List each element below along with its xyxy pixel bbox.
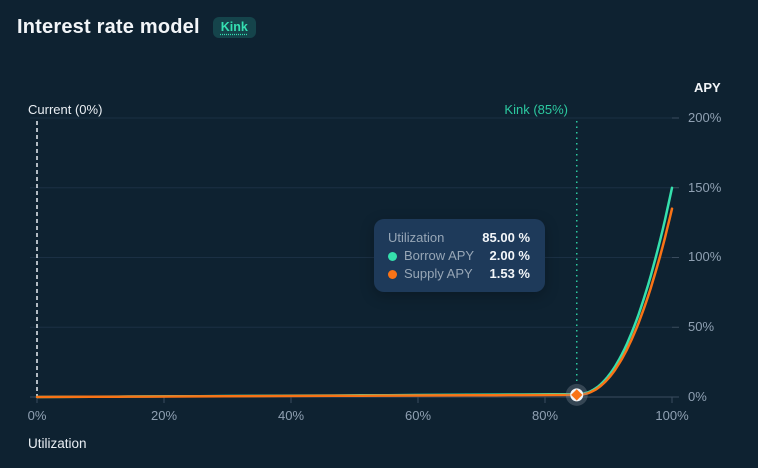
kink-utilization-label: Kink (85%) — [504, 102, 568, 117]
borrow-series-dot-icon — [388, 251, 397, 261]
tooltip-row-utilization: Utilization 85.00 % — [388, 230, 530, 246]
x-tick-60: 60% — [404, 408, 432, 423]
y-tick-150: 150% — [688, 180, 722, 195]
chart-tooltip: Utilization 85.00 % Borrow APY 2.00 % Su… — [374, 219, 545, 292]
y-tick-200: 200% — [688, 110, 722, 125]
tooltip-label: Borrow APY — [404, 248, 475, 263]
chart-header: Interest rate model Kink — [17, 16, 256, 39]
tooltip-row-borrow-apy: Borrow APY 2.00 % — [388, 248, 530, 264]
x-tick-0: 0% — [27, 408, 47, 423]
x-tick-80: 80% — [531, 408, 559, 423]
tooltip-value: 2.00 % — [489, 248, 530, 263]
y-tick-50: 50% — [688, 319, 715, 334]
supply-apy-curve — [35, 207, 674, 399]
x-axis-title: Utilization — [28, 436, 87, 451]
kink-marker-diamond-icon[interactable] — [571, 389, 583, 401]
tooltip-value: 1.53 % — [489, 266, 530, 281]
x-tick-100: 100% — [655, 408, 689, 423]
tooltip-value: 85.00 % — [482, 230, 530, 245]
y-tick-100: 100% — [688, 249, 722, 264]
x-tick-20: 20% — [150, 408, 178, 423]
tooltip-label: Supply APY — [404, 266, 473, 281]
tooltip-label: Utilization — [388, 230, 445, 245]
y-tick-0: 0% — [688, 389, 707, 404]
page-title: Interest rate model — [17, 16, 200, 38]
current-utilization-label: Current (0%) — [28, 102, 103, 117]
x-tick-40: 40% — [277, 408, 305, 423]
supply-series-dot-icon — [388, 269, 397, 279]
y-axis-title: APY — [694, 80, 721, 95]
kink-badge[interactable]: Kink — [212, 16, 256, 39]
tooltip-row-supply-apy: Supply APY 1.53 % — [388, 266, 530, 282]
